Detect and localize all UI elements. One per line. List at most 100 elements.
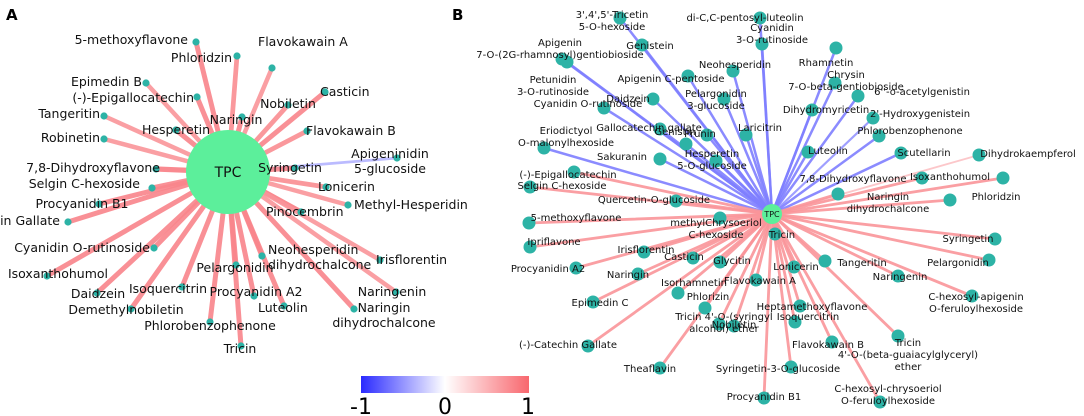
panel-b-label-chrysin-7-o-beta-gentiobioside: Chrysin 7-O-beta-gentiobioside [788,70,904,93]
panel-b-label-dihydromyricetin: Dihydromyricetin [783,105,869,116]
panel-a-label-demethylnobiletin: Demethylnobiletin [68,302,183,317]
panel-a-hub [186,130,270,214]
panel-b-label-pelargonidin-3-glucoside: Pelargonidin 3-glucoside [685,89,747,112]
panel-b-node-di-c-c-pentosyl-luteolin [753,11,767,25]
panel-b-node-cyanidin-o-rutinoside [597,101,611,115]
panel-a-node-pinocembrin [297,208,305,216]
panel-a-label-luteolin: Luteolin [258,300,308,315]
colorbar-tick-low: -1 [350,395,372,416]
panel-b-node-genistein [635,38,649,52]
panel-a-node-nobiletin [284,101,292,109]
panel-b-edge-5-methoxyflavone [527,212,774,225]
panel-b-label-quercetin-o-glucoside: Quercetin-O-glucoside [598,195,710,206]
panel-b-edge-scutellarin [770,151,903,216]
panel-b-label-ipriflavone: Ipriflavone [527,237,580,248]
panel-a-node-lonicerin [322,183,330,191]
panel-a-label-phlorobenzophenone: Phlorobenzophenone [144,318,276,333]
panel-b-edge-sakuranin [658,157,774,216]
panel-a-label-cyanidin-o-rutinoside: Cyanidin O-rutinoside [14,240,150,255]
panel-b-node-luteolin [801,145,815,159]
panel-a-node-cyanidin-o-rutinoside [150,244,158,252]
panel-b-label-genistin: Genistin [654,127,695,138]
panel-b-label-2-hydroxygenistein: 2'-Hydroxygenistein [870,109,970,120]
panel-b-node-eriodictyol-o-malonylhexoside [537,141,551,155]
panel-a-label-lonicerin: Lonicerin [318,179,375,194]
panel-b-label-3-4-5-tricetin-5-o-hexoside: 3',4',5'-Tricetin 5-O-hexoside [576,10,649,33]
panel-b-edge-ipriflavone [528,212,774,249]
panel-b-label-7-8-dihydroxyflavone: 7,8-Dihydroxyflavone [799,174,906,185]
panel-b-label-scutellarin: Scutellarin [897,148,950,159]
panel-b-label-phlorobenzophenone: Phlorobenzophenone [857,126,962,137]
panel-b-node-isoquercitrin [788,315,802,329]
panel-a-node-naringenin [392,288,400,296]
panel-b-label-cyanidin-3-o-rutinoside: Cyanidin 3-O-rutinoside [736,23,808,46]
panel-a-node-phloridzin [233,52,241,60]
panel-b-node-tricin [768,227,782,241]
panel-b-node-tricin-4-o-beta-guaiacylglyceryl-ether [891,329,905,343]
panel-b-node-c-hexosyl-chrysoeriol-o-feruloylhexoside [873,395,887,409]
panel-a-label-flavokawain-a: Flavokawain A [258,34,348,49]
panel-b-label-rhamnetin: Rhamnetin [799,58,854,69]
panel-a-label-irisflorentin: Irisflorentin [376,252,447,267]
panel-b-edge-dihydromyricetin [770,108,814,216]
panel-b-edge-c-hexosyl-chrysoeriol-o-feruloylhexoside [770,212,882,404]
panel-b-node-pelargonidin-3-glucoside [717,92,731,106]
panel-b-node-gallocatechin-gallate [653,122,667,136]
colorbar-tick-mid: 0 [438,395,452,416]
panel-b-node-epimedin-c [586,295,600,309]
panel-b-label-nobiletin: Nobiletin [712,320,757,331]
panel-a-label-syringetin: Syringetin [258,160,322,175]
panel-b-node-apigenin-c-pentoside [681,69,695,83]
panel-a-node-flavokawain-b [303,127,311,135]
panel-b-label-procyanidin-b1: Procyanidin B1 [727,392,801,403]
panel-b-node-tangeritin [818,254,832,268]
panel-b-node-naringenin [891,269,905,283]
panel-a-label-isoquercitrin: Isoquercitrin [129,281,207,296]
panel-b-node-hesperetin-5-o-glucoside [709,154,723,168]
panel-a-label-procyanidin-a2: Procyanidin A2 [210,284,303,299]
panel-b-node-nobiletin [727,319,741,333]
panel-a-node-methyl-hesperidin [344,201,352,209]
panel-b-label-glycitin: Glycitin [713,256,751,267]
panel-b-node-epigallocatechin [567,165,581,179]
panel-b-edge-pelargonidin [770,212,991,262]
panel-a-label-tricin: Tricin [223,341,257,356]
panel-b-node-flavokawain-b [825,335,839,349]
panel-b-node-naringin [631,267,645,281]
panel-b-edge-isorhamnetin [676,212,774,295]
panel-b-node-phloridzin [943,193,957,207]
panel-a-label-isoxanthohumol: Isoxanthohumol [8,266,108,281]
panel-b-label-c-hexosyl-chrysoeriol-o-feruloylhexoside: C-hexosyl-chrysoeriol O-feruloylhexoside [834,384,941,407]
panel-a-label-procyanidin-b1: Procyanidin B1 [36,196,129,211]
panel-b-node-isorhamnetin [671,286,685,300]
panel-b-node-neohesperidin [726,64,740,78]
panel-b-label-epigallocatechin: (-)-Epigallocatechin [519,170,616,181]
panel-b-node-lonicerin [787,260,801,274]
panel-b-node-dihydrokaempferol [972,148,986,162]
panel-b-node-tricin-4-o-syringyl-alcohol-ether [712,317,726,331]
panel-b-label-tricin-4-o-beta-guaiacylglyceryl-ether: Tricin 4'-O-(beta-guaiacylglyceryl) ether [838,338,978,373]
panel-b-label-c-hexosyl-apigenin-o-feruloylhexoside: C-hexosyl-apigenin O-feruloylhexoside [928,292,1023,315]
panel-b-edge-phloridzin [770,198,952,216]
panel-b-edge-apigenin-c-pentoside [686,74,774,216]
panel-b-edge-6-o-acetylgenistin [770,94,860,216]
panel-b-node-syringetin [988,232,1002,246]
colorbar: -1 0 1 [350,376,535,416]
panel-b-label-daidzein: Daidzein [606,94,649,105]
panel-b-node-syringetin-3-o-glucoside [784,360,798,374]
panel-a-node-epigallocatechin [193,93,201,101]
panel-b-node-glycitin [713,255,727,269]
panel-b-edge-laricitrin [744,133,774,216]
panel-a-label-selgin-c-hexoside: Selgin C-hexoside [29,176,141,191]
panel-b-node-flavokawain-a [749,273,763,287]
panel-b-node-casticin [686,251,700,265]
panel-b-node-petunidin-3-o-rutinoside [555,52,569,66]
panel-b-edge-phlorobenzophenone [770,134,881,216]
panel-b-label-flavokawain-a: Flavokawain A [724,276,796,287]
panel-b-label-syringetin: Syringetin [942,234,993,245]
panel-a-node-flavokawain-a [268,64,276,72]
panel-b-label-sakuranin: Sakuranin [597,152,647,163]
panel-b-label-gallocatechin-gallate: Gallocatechin gallate [596,123,702,134]
panel-a-label-methyl-hesperidin: Methyl-Hesperidin [354,197,468,212]
panel-a-node-catechin-gallate [64,218,72,226]
